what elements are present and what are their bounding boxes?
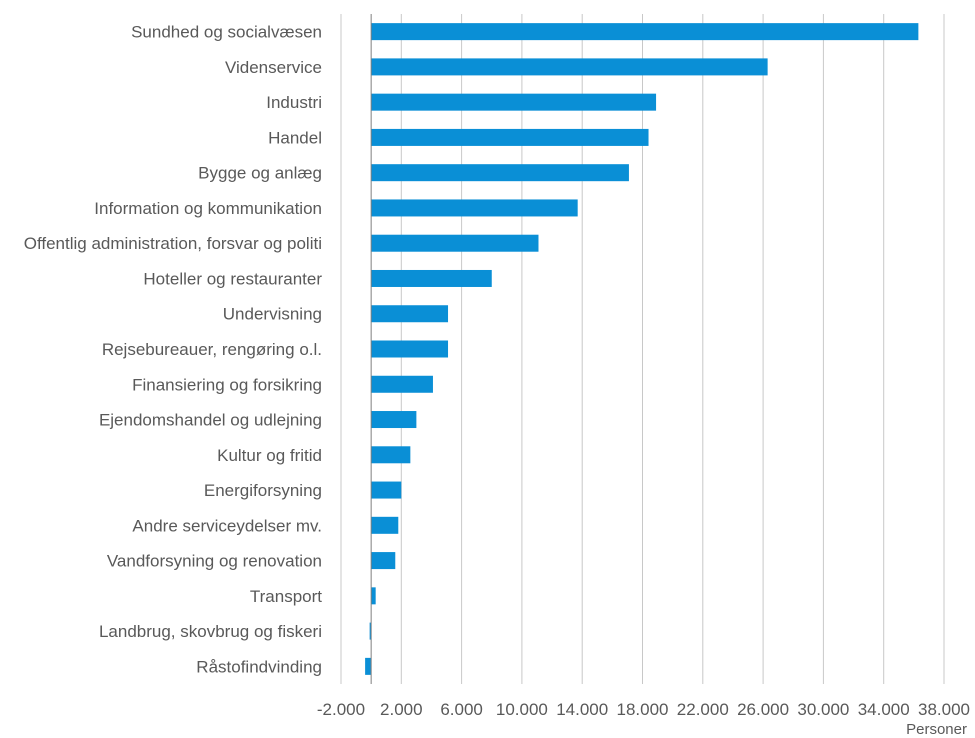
category-label: Ejendomshandel og udlejning [99,411,322,430]
bar [371,164,629,182]
bar [371,305,449,323]
category-label: Råstofindvinding [196,657,322,676]
bar [371,269,492,287]
bar [371,552,396,570]
bar [371,411,417,429]
x-axis-title: Personer [906,721,967,738]
x-tick-label: 2.000 [380,700,423,719]
category-labels: Sundhed og socialvæsen Videnservice Indust… [24,23,323,677]
bar [371,234,539,252]
x-tick-labels: -2.000 2.000 6.000 10.000 14.000 18.000 22.000… [317,700,970,719]
x-tick-label: 6.000 [440,700,483,719]
category-label: Vandforsyning og renovation [107,552,322,571]
category-label: Handel [268,128,322,147]
category-label: Andre serviceydelser mv. [132,516,322,535]
x-tick-label: -2.000 [317,700,365,719]
category-label: Bygge og anlæg [198,164,322,183]
category-label: Rejsebureauer, rengøring o.l. [102,340,322,359]
bar [371,58,768,76]
category-label: Transport [250,587,322,606]
category-label: Offentlig administration, forsvar og pol… [24,234,322,253]
x-tick-label: 34.000 [858,700,910,719]
x-tick-label: 22.000 [677,700,729,719]
bar [371,481,402,499]
bar [369,622,372,640]
bar [371,375,433,393]
x-tick-label: 10.000 [496,700,548,719]
x-tick-label: 18.000 [617,700,669,719]
category-label: Finansiering og forsikring [132,375,322,394]
category-label: Sundhed og socialvæsen [131,23,322,42]
bar [371,128,649,146]
bar [371,93,657,111]
x-tick-label: 30.000 [797,700,849,719]
gridlines [340,14,945,684]
category-label: Videnservice [225,58,322,77]
bar [365,657,372,675]
bar [371,340,449,358]
bar [371,446,411,464]
x-tick-label: 26.000 [737,700,789,719]
bar [371,516,399,534]
category-label: Energiforsyning [204,481,322,500]
category-label: Kultur og fritid [217,446,322,465]
x-tick-label: 38.000 [918,700,970,719]
category-label: Industri [266,93,322,112]
category-label: Information og kommunikation [94,199,322,218]
bars [365,23,919,675]
category-label: Undervisning [223,305,322,324]
x-tick-label: 14.000 [556,700,608,719]
category-label: Hoteller og restauranter [143,269,322,288]
bar [371,199,578,217]
bar [371,587,376,605]
category-label: Landbrug, skovbrug og fiskeri [99,622,322,641]
bar [371,23,919,41]
